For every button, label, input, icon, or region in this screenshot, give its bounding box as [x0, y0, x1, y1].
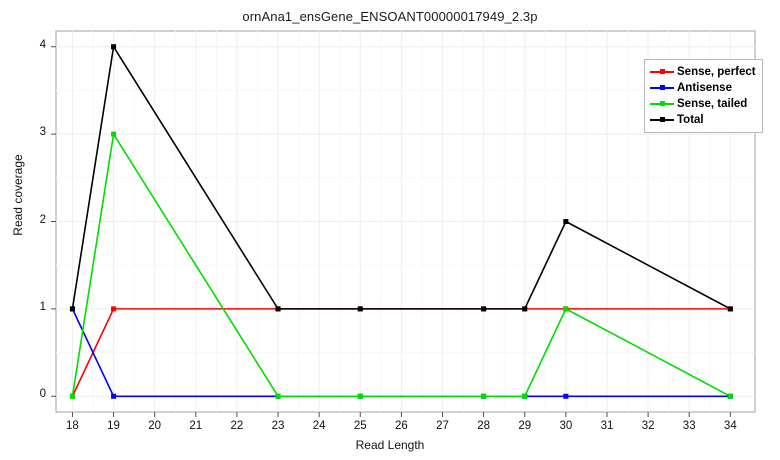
data-point	[357, 306, 363, 312]
data-point	[111, 44, 117, 50]
series-sense-tailed	[69, 131, 733, 399]
legend-key-icon	[649, 113, 675, 127]
data-point	[563, 219, 569, 225]
data-point	[522, 306, 528, 312]
legend-item: Sense, perfect	[649, 64, 756, 80]
x-tick-label: 18	[66, 420, 79, 432]
legend-item: Total	[649, 112, 756, 128]
y-tick-label: 2	[39, 213, 46, 226]
y-tick-label: 3	[39, 126, 46, 139]
y-tick-label: 0	[39, 388, 46, 401]
y-tick-label: 4	[39, 38, 46, 51]
x-tick-label: 28	[477, 420, 490, 432]
data-point	[275, 306, 281, 312]
legend-key-icon	[649, 65, 675, 79]
grid-lines	[56, 31, 755, 412]
legend-key-icon	[649, 97, 675, 111]
x-tick-label: 24	[312, 420, 326, 432]
data-point	[563, 306, 569, 312]
x-tick-label: 19	[107, 420, 120, 432]
y-tick-label: 1	[39, 300, 46, 313]
x-tick-label: 27	[436, 420, 449, 432]
legend-label: Sense, tailed	[677, 98, 748, 110]
axis-ticks	[51, 46, 731, 417]
data-point	[111, 131, 117, 137]
legend-item: Sense, tailed	[649, 96, 756, 112]
data-point	[522, 393, 528, 399]
x-tick-label: 20	[148, 420, 162, 432]
series-total	[69, 44, 733, 312]
x-tick-label: 29	[518, 420, 532, 432]
data-point	[727, 306, 733, 312]
y-axis-title: Read coverage	[11, 154, 25, 236]
x-tick-label: 30	[559, 420, 573, 432]
data-point	[275, 393, 281, 399]
chart-title: ornAna1_ensGene_ENSOANT00000017949_2.3p	[242, 9, 538, 24]
legend-label: Sense, perfect	[677, 66, 756, 78]
x-tick-label: 31	[600, 420, 614, 432]
data-point	[481, 393, 487, 399]
data-point	[563, 393, 569, 399]
legend-key-icon	[649, 81, 675, 95]
data-point	[357, 393, 363, 399]
x-tick-label: 23	[271, 420, 285, 432]
data-point	[111, 306, 117, 312]
x-tick-label: 33	[682, 420, 696, 432]
x-tick-label: 34	[723, 420, 737, 432]
data-point	[481, 306, 487, 312]
legend-label: Total	[677, 114, 704, 126]
x-tick-label: 25	[353, 420, 367, 432]
data-point	[111, 393, 117, 399]
x-tick-label: 32	[641, 420, 655, 432]
data-point	[69, 393, 75, 399]
x-axis-title: Read Length	[355, 438, 425, 452]
x-tick-label: 21	[189, 420, 203, 432]
legend-label: Antisense	[677, 82, 732, 94]
legend-item: Antisense	[649, 80, 756, 96]
chart-legend: Sense, perfect Antisense Sense, tailed Tota…	[644, 59, 763, 133]
x-tick-label: 26	[394, 420, 408, 432]
x-tick-label: 22	[230, 420, 244, 432]
data-point	[727, 393, 733, 399]
data-point	[69, 306, 75, 312]
